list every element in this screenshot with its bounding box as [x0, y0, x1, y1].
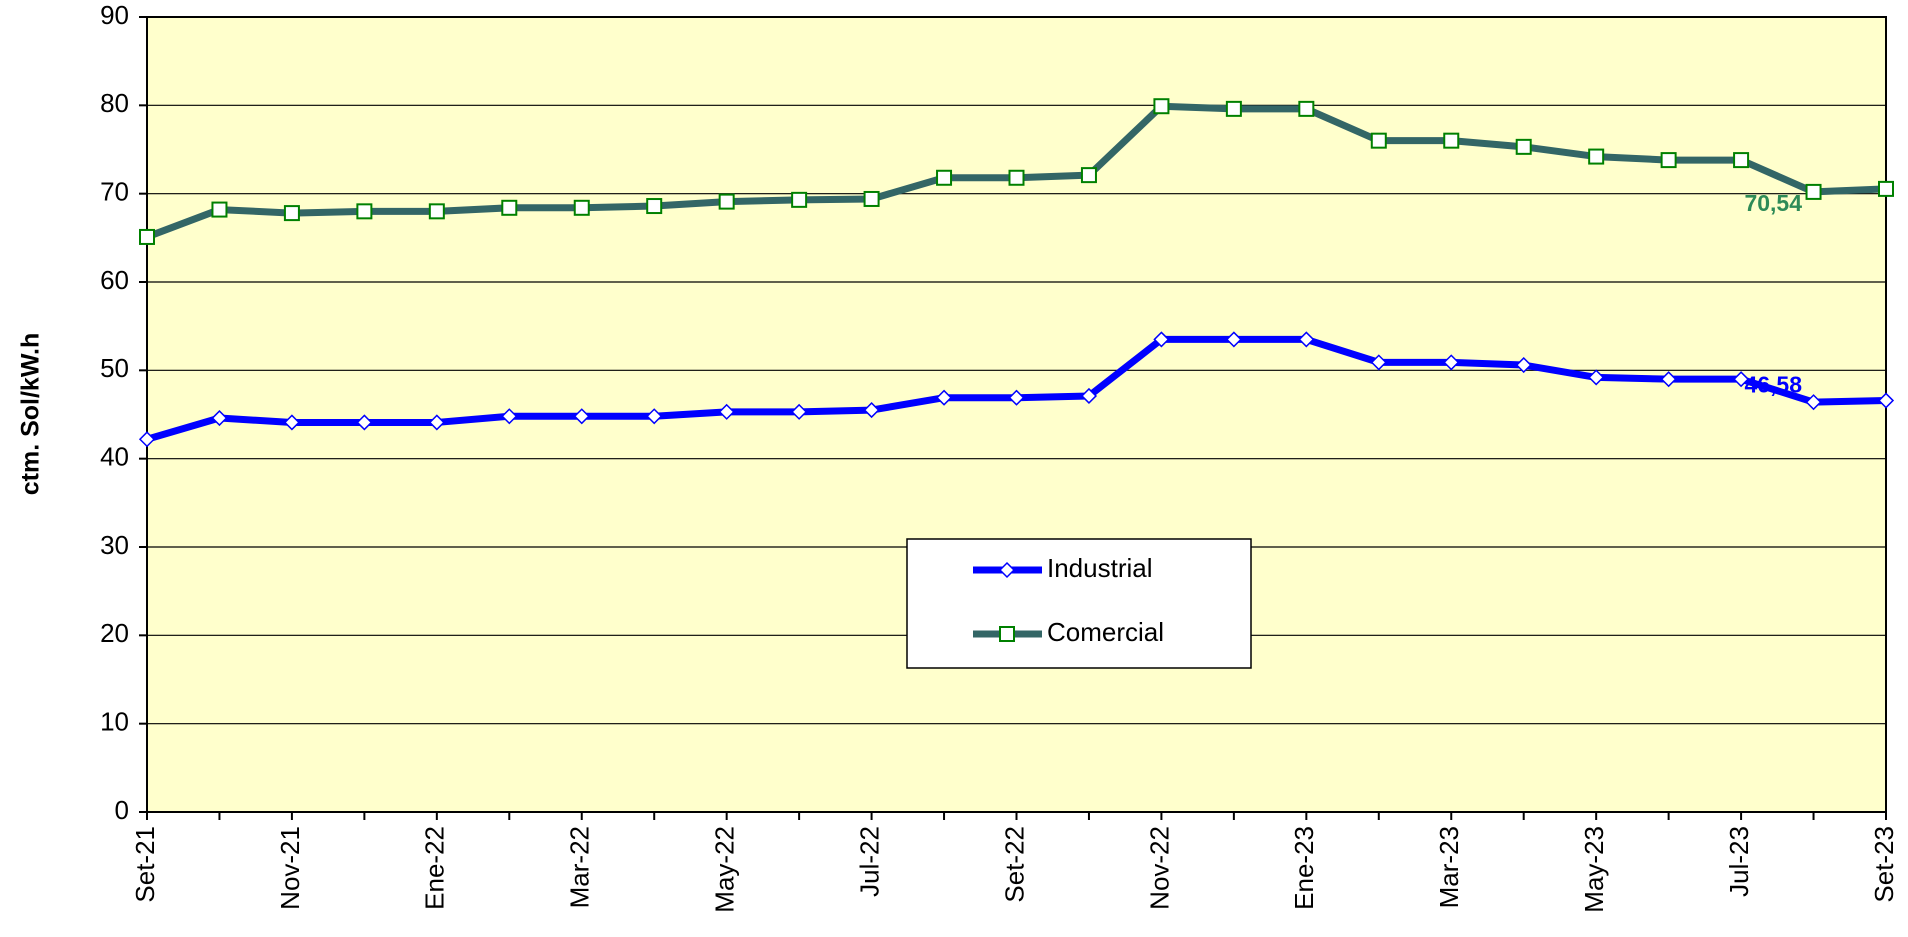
- data-label: 70,54: [1744, 190, 1802, 216]
- data-point: [718, 403, 735, 420]
- data-point: [1877, 392, 1895, 409]
- x-tick-label: Jul-23: [1724, 826, 1754, 897]
- data-point: [791, 191, 808, 208]
- x-tick-label: Set-23: [1869, 826, 1899, 903]
- data-point: [1588, 148, 1605, 165]
- legend-box: [906, 538, 1252, 669]
- data-point: [1298, 331, 1315, 348]
- y-tick-label: 60: [100, 265, 129, 295]
- legend-label: Comercial: [1047, 617, 1164, 647]
- data-point: [1080, 167, 1097, 184]
- data-point: [1733, 371, 1750, 388]
- y-tick-label: 90: [100, 0, 129, 30]
- data-point: [501, 199, 518, 216]
- x-tick-label: Set-21: [130, 826, 160, 903]
- data-point: [139, 228, 155, 245]
- data-point: [1225, 331, 1242, 348]
- data-point: [211, 201, 228, 218]
- y-tick-label: 50: [100, 353, 129, 383]
- data-point: [283, 414, 300, 431]
- x-tick-label: May-23: [1579, 826, 1609, 913]
- data-point: [573, 199, 590, 216]
- data-point: [1588, 369, 1605, 386]
- data-point: [501, 408, 518, 425]
- y-tick-label: 0: [115, 795, 129, 825]
- data-point: [1080, 387, 1098, 405]
- y-tick-label: 20: [100, 618, 129, 648]
- data-point: [1008, 389, 1025, 406]
- data-point: [1805, 183, 1822, 200]
- x-tick-label: Jul-22: [854, 826, 884, 897]
- data-point: [356, 203, 373, 220]
- data-point: [646, 198, 663, 215]
- data-point: [356, 414, 373, 431]
- data-point: [936, 169, 953, 186]
- data-point: [1298, 100, 1315, 117]
- x-tick-label: Set-22: [999, 826, 1029, 903]
- data-point: [428, 414, 445, 431]
- data-point: [1153, 98, 1170, 115]
- data-point: [138, 431, 156, 448]
- data-point: [211, 409, 228, 427]
- data-point: [1370, 354, 1387, 371]
- data-point: [791, 403, 808, 420]
- data-label: 46,58: [1744, 372, 1802, 398]
- x-tick-label: Mar-22: [565, 826, 595, 908]
- y-tick-label: 40: [100, 442, 129, 472]
- x-tick-label: Nov-22: [1144, 826, 1174, 910]
- data-point: [1805, 394, 1822, 411]
- data-point: [1878, 180, 1894, 197]
- x-tick-label: Ene-23: [1289, 826, 1319, 910]
- y-tick-label: 10: [100, 707, 129, 737]
- legend-marker: [998, 561, 1016, 579]
- data-point: [646, 408, 663, 425]
- x-tick-label: Mar-23: [1434, 826, 1464, 908]
- data-point: [1443, 132, 1460, 149]
- data-point: [1515, 138, 1532, 155]
- data-point: [573, 408, 590, 425]
- data-point: [1660, 371, 1677, 388]
- x-tick-label: Nov-21: [275, 826, 305, 910]
- data-point: [1153, 331, 1170, 348]
- data-point: [428, 203, 445, 220]
- data-point: [863, 402, 880, 419]
- x-tick-label: May-22: [710, 826, 740, 913]
- data-point: [1660, 152, 1677, 169]
- data-point: [1443, 354, 1460, 371]
- data-point: [1733, 152, 1750, 169]
- y-tick-label: 80: [100, 88, 129, 118]
- data-point: [863, 190, 880, 207]
- y-axis-title: ctm. Sol/kW.h: [17, 333, 45, 496]
- data-point: [718, 193, 735, 210]
- data-point: [283, 205, 300, 222]
- data-point: [1515, 356, 1532, 374]
- x-tick-label: Ene-22: [420, 826, 450, 910]
- data-point: [1008, 169, 1025, 186]
- y-tick-label: 70: [100, 177, 129, 207]
- legend-label: Industrial: [1047, 553, 1153, 583]
- plot-area: [146, 16, 1887, 813]
- legend-marker: [999, 626, 1015, 642]
- y-tick-label: 30: [100, 530, 129, 560]
- data-point: [1225, 100, 1242, 117]
- data-point: [935, 389, 953, 406]
- data-point: [1370, 132, 1387, 149]
